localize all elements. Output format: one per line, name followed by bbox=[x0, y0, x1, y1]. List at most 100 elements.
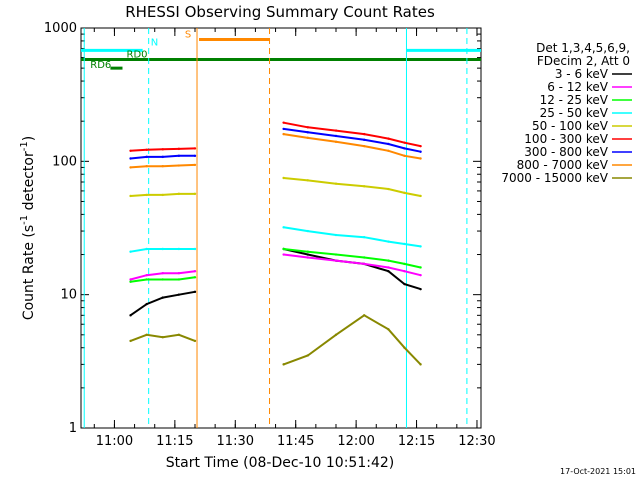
series-point bbox=[306, 354, 309, 357]
series-point bbox=[145, 155, 148, 159]
series-point bbox=[419, 144, 422, 148]
series-point bbox=[387, 259, 390, 262]
series-point bbox=[362, 185, 366, 188]
x-tick-label: 11:15 bbox=[156, 434, 193, 449]
series-point bbox=[419, 150, 422, 153]
y-label-mid: detector bbox=[21, 151, 37, 215]
series-point bbox=[129, 250, 132, 253]
series-point bbox=[161, 271, 164, 275]
series-point bbox=[306, 126, 309, 129]
series-point bbox=[403, 269, 406, 273]
series-point bbox=[193, 339, 197, 343]
series-point bbox=[129, 278, 132, 281]
series-point bbox=[282, 253, 285, 256]
series-point bbox=[282, 121, 285, 124]
series-point bbox=[193, 290, 197, 294]
series-point bbox=[193, 163, 197, 167]
legend-label: 300 - 800 keV bbox=[524, 145, 608, 159]
series-point bbox=[193, 147, 197, 150]
series-point bbox=[419, 194, 422, 198]
x-tick-label: 11:45 bbox=[277, 434, 314, 449]
series-point bbox=[387, 328, 390, 331]
series-point bbox=[145, 278, 148, 281]
series-point bbox=[145, 164, 148, 168]
x-tick-label: 11:00 bbox=[96, 434, 133, 449]
series-point bbox=[387, 137, 390, 140]
series-point bbox=[129, 314, 132, 317]
series-point bbox=[177, 164, 181, 167]
series-point bbox=[403, 242, 406, 246]
series-point bbox=[306, 229, 309, 233]
series-point bbox=[403, 346, 406, 349]
series-point bbox=[282, 127, 285, 131]
series-point bbox=[334, 182, 338, 185]
series-point bbox=[177, 247, 181, 251]
series-point bbox=[282, 226, 285, 229]
series-point bbox=[387, 149, 390, 152]
series-point bbox=[193, 276, 197, 279]
series-point bbox=[334, 333, 338, 337]
series-point bbox=[129, 339, 132, 343]
series-point bbox=[387, 266, 390, 269]
series-point bbox=[362, 132, 366, 136]
series-point bbox=[419, 273, 422, 277]
series-point bbox=[161, 148, 164, 151]
series-point bbox=[387, 142, 390, 146]
x-axis-label: Start Time (08-Dec-10 10:51:42) bbox=[166, 455, 394, 471]
series-point bbox=[419, 245, 422, 248]
legend-label: 100 - 300 keV bbox=[524, 132, 608, 146]
x-tick-label: 12:15 bbox=[398, 434, 435, 449]
series-point bbox=[403, 141, 406, 144]
annotation-label: RD6 bbox=[90, 60, 111, 71]
series-point bbox=[129, 157, 132, 160]
y-label-main: Count Rate (s bbox=[21, 225, 37, 320]
series-point bbox=[193, 247, 197, 251]
x-tick-label: 12:30 bbox=[458, 434, 495, 449]
series-point bbox=[145, 148, 148, 152]
series-point bbox=[193, 154, 197, 158]
y-tick-label: 100 bbox=[52, 154, 77, 169]
x-tick-label: 11:30 bbox=[217, 434, 254, 449]
series-point bbox=[403, 262, 406, 266]
series-point bbox=[282, 247, 285, 251]
series-point bbox=[306, 131, 309, 134]
y-label-sup2: -1 bbox=[19, 141, 30, 151]
series-point bbox=[145, 333, 148, 337]
series-point bbox=[334, 134, 338, 138]
series-point bbox=[334, 259, 338, 262]
series-point bbox=[362, 314, 366, 317]
series-point bbox=[129, 149, 132, 152]
series-point bbox=[387, 187, 390, 191]
series-point bbox=[129, 280, 132, 283]
series-point bbox=[362, 144, 366, 148]
legend-label: 800 - 7000 keV bbox=[517, 158, 609, 172]
series-point bbox=[387, 240, 390, 243]
y-axis-label: Count Rate (s-1 detector-1) bbox=[19, 136, 37, 320]
series-point bbox=[145, 193, 148, 197]
y-label-sup1: -1 bbox=[19, 215, 30, 225]
series-point bbox=[334, 129, 338, 132]
series-point bbox=[177, 147, 181, 151]
series-point bbox=[403, 282, 406, 286]
x-axis: 11:00 11:15 11:30 11:45 12:00 12:15 12:30 bbox=[93, 28, 496, 449]
series-point bbox=[282, 132, 285, 136]
plot-frame bbox=[80, 27, 482, 429]
series-point bbox=[306, 250, 309, 253]
series-point bbox=[362, 262, 366, 266]
series-point bbox=[419, 287, 422, 291]
series-point bbox=[129, 194, 132, 198]
series-point bbox=[145, 273, 148, 277]
series-point bbox=[362, 235, 366, 239]
series-point bbox=[161, 247, 164, 251]
series-point bbox=[419, 157, 422, 160]
series-point bbox=[177, 192, 181, 196]
annotation-label: RD0 bbox=[127, 50, 148, 61]
series-point bbox=[419, 266, 422, 269]
series-point bbox=[334, 253, 338, 256]
legend-header: FDecim 2, Att 0 bbox=[537, 54, 630, 68]
series-point bbox=[387, 269, 390, 273]
annotation-label: N bbox=[151, 37, 158, 48]
series-point bbox=[161, 155, 164, 159]
y-tick-label: 1000 bbox=[44, 21, 77, 36]
